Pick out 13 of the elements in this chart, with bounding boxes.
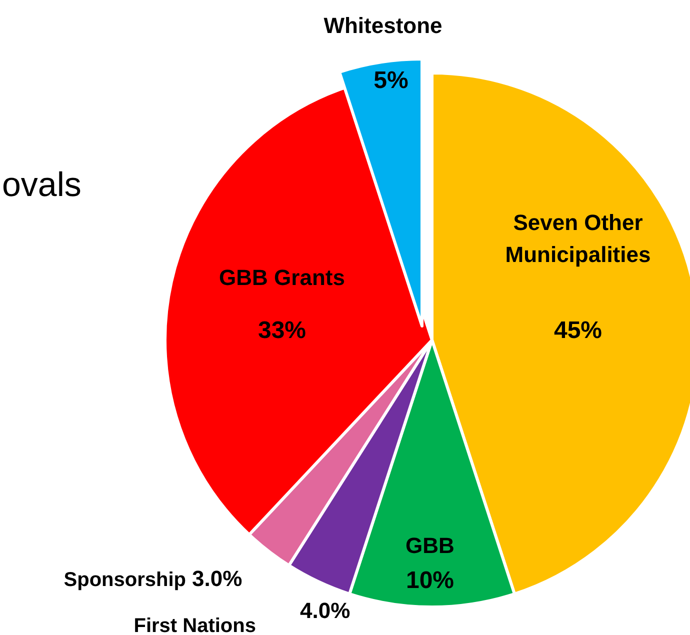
- data-label: 3.0%: [192, 566, 242, 591]
- slice-label: First Nations: [134, 615, 256, 635]
- data-label: 45%: [554, 317, 602, 344]
- data-label: 5%: [374, 67, 408, 94]
- data-label: 10%: [406, 567, 454, 594]
- data-label: 33%: [258, 317, 306, 344]
- slice-label: Seven Other Municipalities: [505, 210, 651, 267]
- slice-label: Whitestone: [324, 13, 442, 38]
- slice-label: GBB: [406, 533, 454, 558]
- data-label: 4.0%: [300, 598, 350, 623]
- slice-label: GBB Grants: [219, 265, 345, 290]
- text: ovals: [2, 166, 82, 204]
- slice-label: Sponsorship: [64, 569, 186, 591]
